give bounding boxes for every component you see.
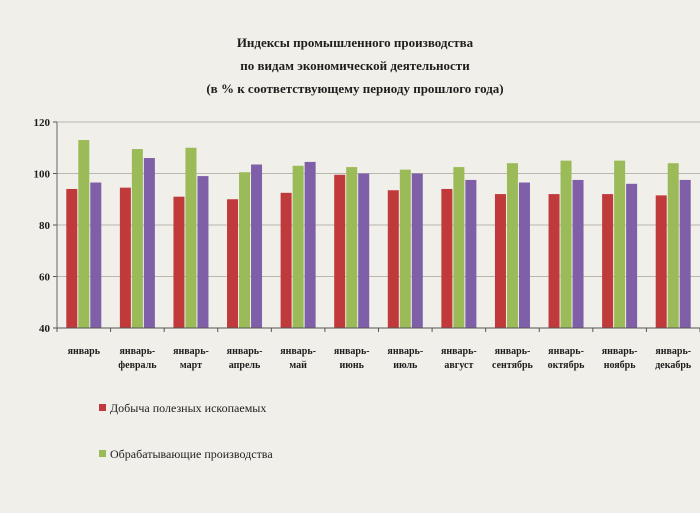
- x-tick-label-line: январь: [68, 346, 101, 357]
- y-tick-label: 60: [39, 272, 51, 284]
- x-tick-label-line: январь-: [548, 346, 584, 357]
- x-tick-label: январь-ноябрь: [602, 346, 638, 371]
- bars: [66, 140, 691, 328]
- bar: [185, 147, 197, 328]
- x-tick-label-line: март: [180, 360, 202, 371]
- x-tick-label-line: ноябрь: [604, 360, 637, 371]
- legend: Добыча полезных ископаемых Обрабатывающие…: [99, 401, 273, 461]
- legend-swatch: [99, 450, 106, 457]
- bar: [119, 187, 131, 328]
- x-tick-label: январь-август: [441, 346, 477, 371]
- bar: [197, 176, 209, 328]
- x-tick-label-line: август: [444, 360, 473, 371]
- x-tick-label: январь-июнь: [334, 346, 370, 371]
- chart-title-line: по видам экономической деятельности: [240, 58, 470, 73]
- bar: [626, 183, 638, 328]
- bar: [358, 173, 370, 328]
- y-tick-label: 80: [39, 220, 51, 232]
- bar: [494, 194, 506, 328]
- x-tick-label-line: октябрь: [548, 360, 586, 371]
- bar: [572, 179, 584, 328]
- x-tick-label: январь-июль: [387, 346, 423, 371]
- legend-label: Добыча полезных ископаемых: [110, 401, 266, 415]
- bar: [66, 188, 78, 328]
- bar: [78, 140, 90, 328]
- bar: [411, 173, 423, 328]
- x-tick-label-line: январь-: [280, 346, 316, 357]
- bar: [131, 149, 143, 328]
- x-tick-label: январь-март: [173, 346, 209, 371]
- bar: [506, 163, 518, 328]
- bar: [602, 194, 614, 328]
- x-tick-label: январь-сентябрь: [492, 346, 534, 371]
- x-tick-label-line: январь-: [441, 346, 477, 357]
- bar: [679, 179, 691, 328]
- bar: [548, 194, 560, 328]
- bar: [346, 167, 358, 328]
- bar: [387, 190, 399, 328]
- bar: [227, 199, 239, 328]
- grid: [57, 121, 700, 277]
- bar: [143, 158, 155, 328]
- x-tick-label: январь-октябрь: [548, 346, 586, 371]
- x-tick-label-line: май: [289, 360, 307, 371]
- x-tick-label-line: апрель: [229, 360, 261, 371]
- x-tick-label-line: сентябрь: [492, 360, 534, 371]
- x-tick-label-line: июль: [393, 360, 418, 371]
- bar: [453, 167, 465, 328]
- x-tick-label-line: январь-: [173, 346, 209, 357]
- x-tick-label-line: январь-: [655, 346, 691, 357]
- chart-title-line: Индексы промышленного производства: [237, 35, 474, 50]
- x-tick-label-line: январь-: [602, 346, 638, 357]
- bar: [560, 160, 572, 328]
- x-tick-label-line: январь-: [334, 346, 370, 357]
- x-tick-label-line: июнь: [339, 360, 364, 371]
- x-tick-label-line: январь-: [227, 346, 263, 357]
- chart-title-line: (в % к соответствующему периоду прошлого…: [206, 81, 503, 96]
- y-axis: 40 60 80 100 120: [34, 117, 58, 335]
- bar: [334, 174, 346, 328]
- x-tick-label: январь-февраль: [118, 346, 157, 371]
- y-tick-label: 40: [39, 323, 51, 335]
- bar: [239, 172, 251, 328]
- bar: [655, 195, 667, 328]
- y-tick-label: 120: [34, 117, 51, 129]
- bar: [304, 161, 316, 328]
- x-tick-label: январь: [68, 346, 101, 357]
- x-tick-label: январь-декабрь: [655, 346, 692, 371]
- x-tick-label-line: январь-: [119, 346, 155, 357]
- bar: [173, 196, 185, 328]
- bar: [280, 192, 292, 328]
- bar: [441, 188, 453, 328]
- x-tick-label-line: февраль: [118, 360, 157, 371]
- y-tick-label: 100: [34, 169, 51, 181]
- chart-title: Индексы промышленного производства по вид…: [206, 35, 503, 96]
- x-tick-label-line: декабрь: [655, 360, 692, 371]
- bar: [90, 182, 102, 328]
- bar: [614, 160, 626, 328]
- bar: [518, 182, 530, 328]
- x-tick-label-line: январь-: [495, 346, 531, 357]
- legend-label: Обрабатывающие производства: [110, 447, 273, 461]
- x-tick-label: январь-май: [280, 346, 316, 371]
- legend-swatch: [99, 404, 106, 411]
- bar: [667, 163, 679, 328]
- bar: [399, 169, 411, 328]
- x-tick-label: январь-апрель: [227, 346, 263, 371]
- bar: [292, 165, 304, 328]
- bar: [251, 164, 263, 328]
- bar: [465, 179, 477, 328]
- x-tick-label-line: январь-: [387, 346, 423, 357]
- x-axis: январь январь-февральянварь-мартянварь-ап…: [56, 327, 700, 371]
